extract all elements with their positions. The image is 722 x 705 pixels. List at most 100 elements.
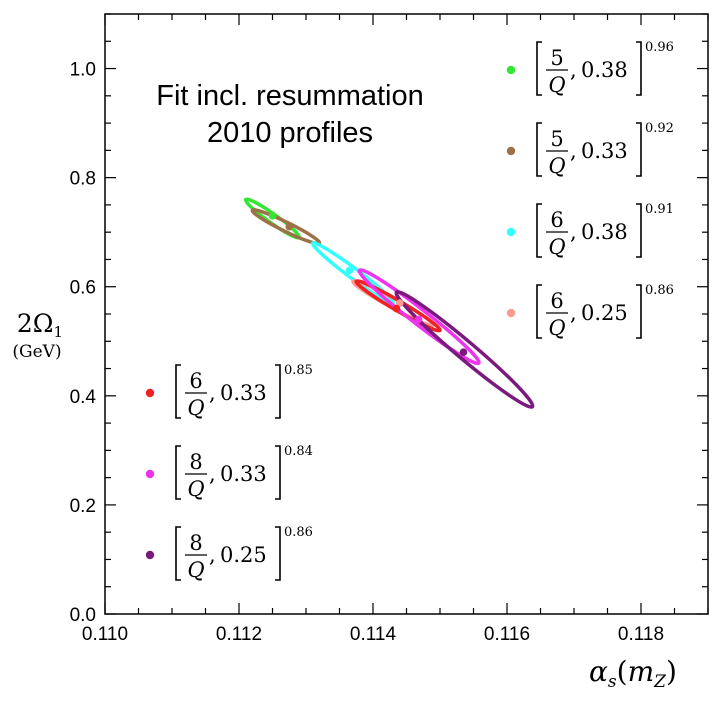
legend-entry: 6 Q, 0.25 0.86 bbox=[506, 283, 674, 340]
legend-value: 0.25 bbox=[220, 543, 267, 567]
legend-bracket-right bbox=[275, 445, 281, 500]
legend-bracket-right bbox=[636, 203, 642, 258]
ellipse-8-q-033-084 bbox=[357, 268, 481, 366]
legend-comma: , bbox=[209, 543, 216, 567]
y-axis-label: 2Ω1 (GeV) bbox=[12, 309, 63, 362]
legend-bracket-left bbox=[175, 445, 181, 500]
legend-bracket-left bbox=[536, 284, 542, 339]
legend-numerator: 5 bbox=[550, 46, 563, 70]
central-value-6-q-025 bbox=[396, 299, 404, 307]
legend-entry: 6 Q, 0.38 0.91 bbox=[506, 202, 674, 259]
legend-numerator: 6 bbox=[550, 289, 563, 313]
x-label-arg: m bbox=[628, 655, 655, 688]
x-tick-label: 0.112 bbox=[216, 624, 262, 645]
legend-entry: 6 Q, 0.33 0.85 bbox=[145, 363, 313, 420]
legend-exponent: 0.91 bbox=[645, 202, 674, 217]
legend-denominator: Q bbox=[548, 316, 565, 340]
legend-value: 0.25 bbox=[581, 301, 628, 325]
central-value-8-q-025 bbox=[459, 348, 468, 356]
legend-exponent: 0.84 bbox=[284, 444, 313, 459]
y-tick-label: 0.6 bbox=[70, 278, 96, 299]
y-label-unit: (GeV) bbox=[12, 342, 61, 362]
legend-denominator: Q bbox=[548, 235, 565, 259]
legend-marker bbox=[506, 65, 516, 75]
legend-marker bbox=[145, 388, 155, 398]
legend-exponent: 0.92 bbox=[645, 121, 674, 136]
legend-exponent: 0.96 bbox=[645, 40, 674, 55]
legend-comma: , bbox=[209, 381, 216, 405]
x-tick-label: 0.114 bbox=[350, 624, 397, 645]
x-label-paren-open: ( bbox=[617, 655, 628, 688]
central-value-5-q-033 bbox=[285, 222, 294, 231]
x-axis-ticks: 0.110 0.112 0.114 0.116 0.118 bbox=[82, 14, 709, 645]
y-axis-ticks: 0.0 0.2 0.4 0.6 0.8 1.0 bbox=[70, 13, 708, 626]
legend-marker bbox=[506, 227, 516, 237]
legend-exponent: 0.86 bbox=[284, 525, 313, 540]
legend-marker bbox=[145, 550, 155, 560]
legend-entry: 8 Q, 0.33 0.84 bbox=[145, 444, 313, 501]
x-label-sub: s bbox=[608, 672, 617, 692]
legend-value: 0.38 bbox=[581, 58, 628, 82]
legend-bracket-left bbox=[175, 364, 181, 419]
legend-bracket-right bbox=[636, 41, 642, 96]
legend-comma: , bbox=[209, 462, 216, 486]
x-label-main: α bbox=[589, 655, 608, 688]
chart-title-line-2: 2010 profiles bbox=[207, 117, 373, 149]
ellipse-8-q-025-086 bbox=[394, 290, 535, 409]
x-label-arg-sub: Z bbox=[653, 672, 667, 692]
legend-exponent: 0.85 bbox=[284, 363, 313, 378]
legend-bracket-right bbox=[636, 122, 642, 177]
central-value-6-q-038 bbox=[345, 266, 354, 275]
svg-text:αs(mZ): αs(mZ) bbox=[589, 655, 677, 692]
legend-numerator: 5 bbox=[550, 127, 563, 151]
svg-text:2Ω1: 2Ω1 bbox=[17, 309, 63, 341]
legend-entry: 8 Q, 0.25 0.86 bbox=[145, 525, 313, 582]
legend-bracket-left bbox=[536, 41, 542, 96]
legend-marker bbox=[145, 469, 155, 479]
legend-value: 0.33 bbox=[220, 381, 267, 405]
legend-numerator: 6 bbox=[189, 369, 202, 393]
central-value-8-q-033 bbox=[414, 315, 423, 324]
y-tick-label: 0.4 bbox=[70, 387, 97, 408]
legend-denominator: Q bbox=[548, 154, 565, 178]
legend-marker bbox=[506, 146, 516, 156]
legend-value: 0.33 bbox=[220, 462, 267, 486]
central-values bbox=[268, 212, 468, 356]
y-tick-label: 0.2 bbox=[70, 496, 96, 517]
legend-comma: , bbox=[570, 58, 577, 82]
x-tick-label: 0.118 bbox=[618, 624, 664, 645]
legend-comma: , bbox=[570, 220, 577, 244]
legend-bracket-right bbox=[275, 364, 281, 419]
x-axis-label: αs(mZ) bbox=[589, 655, 677, 692]
legend-bracket-right bbox=[275, 526, 281, 581]
legend-value: 0.33 bbox=[581, 139, 628, 163]
legend-denominator: Q bbox=[187, 558, 204, 582]
legend-bracket-left bbox=[175, 526, 181, 581]
legend-entry: 5 Q, 0.38 0.96 bbox=[506, 40, 674, 97]
central-value-5-q-038 bbox=[268, 212, 277, 220]
legend-numerator: 8 bbox=[189, 531, 202, 555]
x-tick-label: 0.110 bbox=[82, 624, 128, 645]
legend-value: 0.38 bbox=[581, 220, 628, 244]
chart-title-line-1: Fit incl. resummation bbox=[156, 80, 424, 112]
legend-numerator: 8 bbox=[189, 450, 202, 474]
x-label-paren-close: ) bbox=[666, 655, 677, 688]
legend-bracket-left bbox=[536, 122, 542, 177]
legend-denominator: Q bbox=[187, 396, 204, 420]
y-tick-label: 0.0 bbox=[70, 605, 96, 626]
legend-entry: 5 Q, 0.33 0.92 bbox=[506, 121, 674, 178]
legend-marker bbox=[506, 308, 516, 318]
legend-comma: , bbox=[570, 301, 577, 325]
central-value-6-q-033 bbox=[392, 304, 401, 313]
legend-numerator: 6 bbox=[550, 208, 563, 232]
legend-bracket-left bbox=[536, 203, 542, 258]
legend-exponent: 0.86 bbox=[645, 283, 674, 298]
legend-denominator: Q bbox=[548, 73, 565, 97]
y-tick-label: 1.0 bbox=[70, 60, 96, 81]
legend-comma: , bbox=[570, 139, 577, 163]
y-tick-label: 0.8 bbox=[70, 169, 96, 190]
legend-bracket-right bbox=[636, 284, 642, 339]
y-label-sub: 1 bbox=[54, 323, 64, 341]
